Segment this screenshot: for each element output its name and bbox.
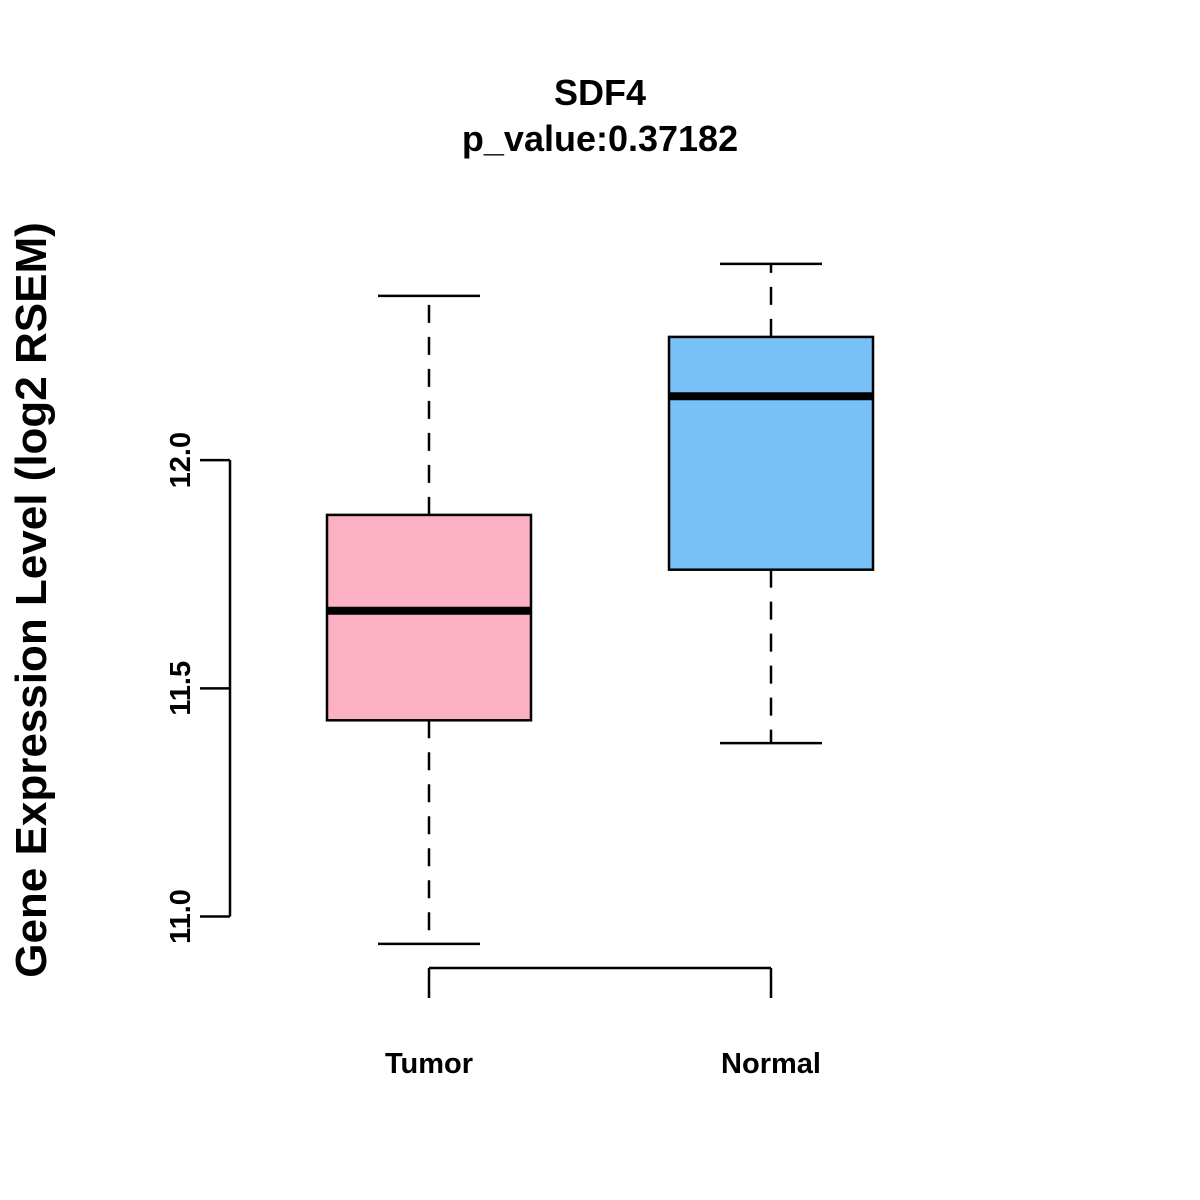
iqr-box — [325, 513, 533, 722]
y-axis-label: Gene Expression Level (log2 RSEM) — [7, 222, 56, 978]
x-tick-label-normal: Normal — [721, 1048, 821, 1080]
box-tumor — [325, 294, 533, 946]
y-tick-label: 11.5 — [165, 661, 197, 716]
chart-title: SDF4 — [554, 72, 646, 113]
x-axis: Tumor Normal — [385, 966, 821, 1080]
chart-subtitle: p_value:0.37182 — [462, 118, 738, 159]
y-tick-label: 12.0 — [165, 432, 197, 488]
y-tick-label: 11.0 — [165, 889, 197, 944]
box-normal — [667, 262, 875, 745]
y-axis: 11.0 11.5 12.0 — [165, 432, 232, 944]
x-tick-label-tumor: Tumor — [385, 1048, 473, 1080]
boxes-group — [325, 262, 875, 946]
iqr-box — [667, 335, 875, 571]
